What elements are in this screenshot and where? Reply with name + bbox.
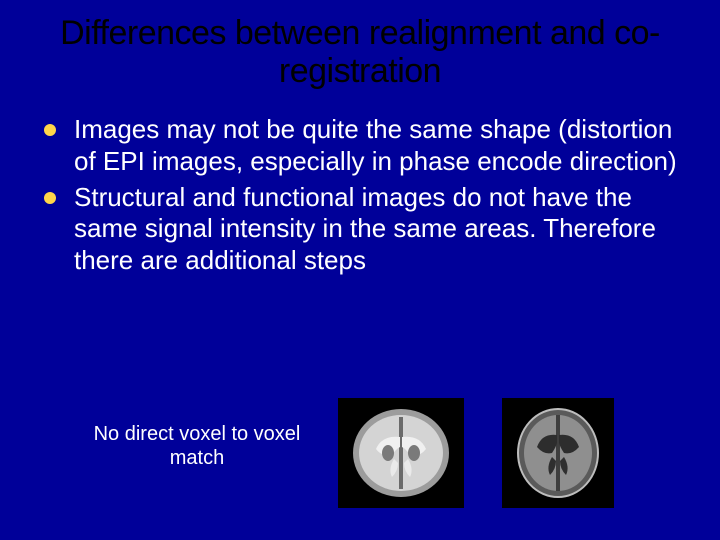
brain-image-right [502,398,614,508]
bullet-item: Images may not be quite the same shape (… [44,114,680,177]
brain-slice-icon [342,403,460,503]
bullet-item: Structural and functional images do not … [44,182,680,277]
brain-image-left [338,398,464,508]
bullet-list: Images may not be quite the same shape (… [40,114,680,277]
bullet-text: Images may not be quite the same shape (… [74,114,677,176]
bullet-text: Structural and functional images do not … [74,182,656,275]
slide: Differences between realignment and co-r… [0,0,720,540]
slide-title: Differences between realignment and co-r… [40,14,680,90]
brain-slice-icon [508,403,608,503]
caption-text: No direct voxel to voxel match [72,422,322,470]
brain-image-row [338,398,614,508]
